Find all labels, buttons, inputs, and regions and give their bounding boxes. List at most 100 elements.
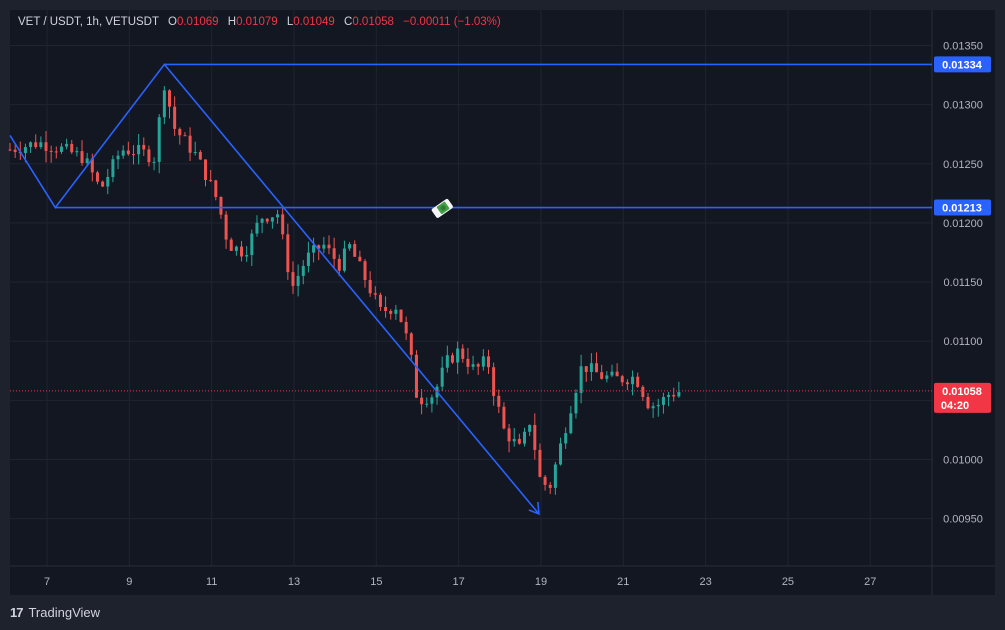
candle-body bbox=[49, 150, 53, 152]
candle-body bbox=[600, 372, 604, 379]
candle-body bbox=[111, 159, 115, 177]
candle-body bbox=[445, 355, 449, 368]
candle-body bbox=[646, 396, 650, 409]
candle-body bbox=[507, 428, 511, 442]
candle-body bbox=[219, 196, 223, 215]
brand-name: TradingView bbox=[28, 605, 101, 620]
candle-body bbox=[255, 222, 259, 234]
candle-body bbox=[605, 375, 609, 379]
candle-body bbox=[44, 142, 48, 151]
candle-body bbox=[240, 246, 244, 257]
candle-body bbox=[456, 348, 460, 363]
y-tick-label: 0.01100 bbox=[944, 336, 983, 348]
open-label: O bbox=[168, 16, 177, 28]
candle-body bbox=[131, 154, 135, 156]
candle-body bbox=[229, 239, 233, 251]
candle-body bbox=[188, 135, 192, 153]
candle-body bbox=[224, 214, 228, 240]
candle-body bbox=[29, 142, 33, 148]
candle-body bbox=[528, 424, 532, 432]
time-axis[interactable]: 7 9 11 13 15 17 19 21 23 25 27 bbox=[44, 576, 876, 588]
low-label: L bbox=[286, 16, 294, 28]
x-tick-label: 17 bbox=[453, 576, 465, 588]
candle-body bbox=[142, 144, 146, 150]
candle-body bbox=[90, 158, 94, 173]
candle-body bbox=[610, 371, 614, 376]
y-tick-label: 0.01250 bbox=[943, 159, 983, 171]
candle-body bbox=[615, 371, 619, 377]
candle-body bbox=[450, 355, 454, 363]
candle-body bbox=[420, 397, 424, 405]
level-price-label: 0.01334 bbox=[942, 59, 983, 71]
candle-body bbox=[389, 310, 393, 314]
drawings[interactable] bbox=[9, 63, 932, 516]
candle-body bbox=[281, 214, 285, 235]
low-value: 0.01049 bbox=[293, 16, 335, 28]
candle-body bbox=[620, 376, 624, 383]
candle-body bbox=[342, 248, 346, 271]
candle-body bbox=[34, 142, 38, 148]
level-price-tag bbox=[934, 56, 991, 73]
candle-body bbox=[667, 394, 671, 397]
candle-body bbox=[296, 275, 300, 286]
tradingview-logo-icon[interactable]: 17 bbox=[10, 605, 24, 620]
candle-body bbox=[471, 364, 475, 367]
candle-body bbox=[502, 406, 506, 429]
candle-body bbox=[95, 172, 99, 182]
candle-body bbox=[476, 364, 480, 367]
high-label: H bbox=[227, 16, 237, 28]
trend-path-line[interactable] bbox=[9, 63, 540, 515]
y-tick-label: 0.01350 bbox=[943, 40, 983, 52]
candle-body bbox=[75, 151, 79, 153]
candle-body bbox=[337, 258, 341, 271]
candle-body bbox=[404, 321, 408, 334]
candle-body bbox=[512, 438, 516, 442]
candle-body bbox=[126, 150, 130, 155]
y-tick-label: 0.01200 bbox=[943, 218, 983, 230]
symbol-legend: VET / USDT, 1h, VETUSDT O0.01069 H0.0107… bbox=[18, 16, 501, 28]
candle-body bbox=[116, 155, 120, 160]
candle-body bbox=[39, 142, 43, 148]
candle-body bbox=[553, 464, 557, 488]
candle-body bbox=[198, 152, 202, 160]
y-tick-label: 0.00950 bbox=[943, 514, 983, 526]
candle-body bbox=[384, 306, 388, 311]
candle-body bbox=[301, 265, 305, 276]
price-axis[interactable]: 0.01350 0.01300 0.01250 0.01200 0.01150 0.011… bbox=[943, 40, 983, 525]
candle-body bbox=[348, 244, 352, 249]
candle-body bbox=[481, 356, 485, 367]
arrow-head-icon[interactable] bbox=[528, 501, 540, 516]
candle-body bbox=[651, 406, 655, 409]
candle-body bbox=[466, 358, 470, 367]
close-label: C bbox=[344, 16, 353, 28]
candle-body bbox=[595, 363, 599, 373]
footer: 17 TradingView bbox=[10, 605, 100, 620]
candle-body bbox=[8, 149, 12, 151]
candle-body bbox=[332, 248, 336, 259]
candle-body bbox=[147, 149, 151, 163]
x-tick-label: 13 bbox=[288, 576, 300, 588]
candle-body bbox=[497, 395, 501, 407]
candle-body bbox=[286, 234, 290, 273]
candle-body bbox=[625, 382, 629, 385]
last-price-label: 0.01058 bbox=[942, 386, 982, 398]
candle-body bbox=[672, 394, 676, 397]
candle-body bbox=[59, 146, 63, 152]
candle-body bbox=[358, 256, 362, 262]
change-value: −0.00011 (−1.03%) bbox=[403, 16, 501, 28]
candle-body bbox=[378, 294, 382, 307]
candle-body bbox=[306, 252, 310, 266]
candle-body bbox=[312, 245, 316, 253]
candle-body bbox=[121, 150, 125, 156]
candle-body bbox=[399, 309, 403, 322]
candle-body bbox=[204, 159, 208, 180]
candle-body bbox=[327, 244, 331, 249]
candle-body bbox=[317, 245, 321, 249]
candle-body bbox=[245, 255, 249, 257]
candle-body bbox=[162, 90, 166, 118]
y-tick-label: 0.01000 bbox=[943, 455, 983, 467]
bar-countdown-label: 04:20 bbox=[941, 400, 969, 412]
candle-body bbox=[579, 366, 583, 393]
level-price-label: 0.01213 bbox=[942, 203, 982, 215]
